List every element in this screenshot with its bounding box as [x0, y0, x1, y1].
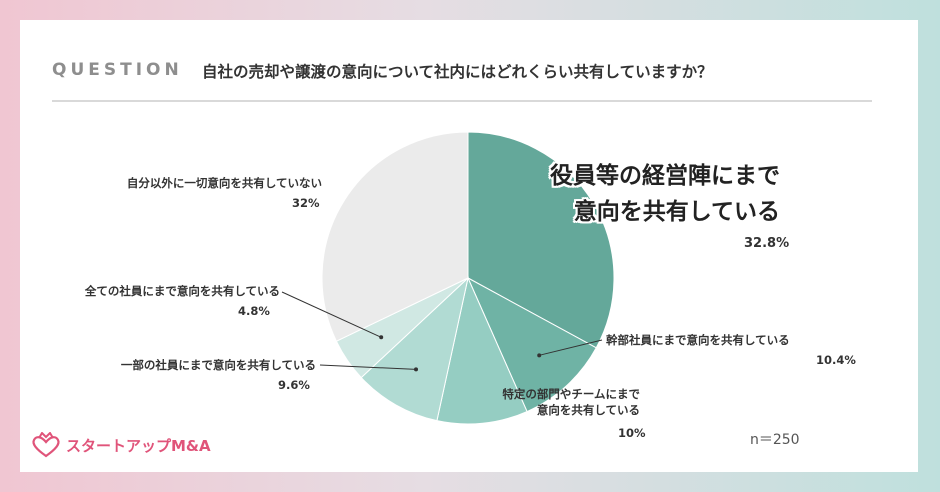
- pie-chart: [281, 131, 615, 425]
- sample-size: n＝250: [750, 432, 800, 448]
- pie-slice-departments: [436, 276, 528, 425]
- slice-value-no-one: 32%: [292, 196, 320, 210]
- slice-label-departments-line2: 意向を共有している: [536, 403, 640, 417]
- leader-line-managers: [539, 339, 603, 356]
- pie-slice-executives: [467, 131, 615, 349]
- header-divider: [52, 100, 872, 102]
- slice-label-some-employees: 一部の社員にまで意向を共有している: [120, 358, 316, 372]
- slice-label-no-one: 自分以外に一切意向を共有していない: [126, 176, 322, 190]
- leader-dot-managers: [537, 353, 542, 358]
- question-text: 自社の売却や譲渡の意向について社内にはどれくらい共有していますか？: [202, 63, 713, 81]
- slice-label-departments: 特定の部門やチームにまで 意向を共有している: [476, 386, 640, 418]
- brand-logo: スタートアップM&A: [30, 432, 211, 458]
- card: QUESTION 自社の売却や譲渡の意向について社内にはどれくらい共有しています…: [20, 20, 918, 472]
- brand-name: スタートアップM&A: [66, 436, 211, 455]
- slice-value-all-employees: 4.8%: [238, 304, 270, 318]
- slice-value-departments: 10%: [618, 426, 646, 440]
- heart-crown-icon: [32, 432, 60, 458]
- slice-label-executives: 役員等の経営陣にまで 意向を共有している: [550, 158, 780, 230]
- leader-dot-all-employees: [379, 335, 384, 340]
- slice-value-managers: 10.4%: [816, 353, 856, 367]
- slice-label-departments-line1: 特定の部門やチームにまで: [502, 387, 640, 401]
- question-label: QUESTION: [52, 60, 183, 80]
- pie-slice-some-employees: [360, 276, 469, 422]
- slice-label-all-employees: 全ての社員にまで意向を共有している: [84, 284, 280, 298]
- leader-line-some-employees: [319, 364, 417, 370]
- slice-value-executives: 32.8%: [744, 236, 790, 251]
- pie-slice-no-one: [321, 131, 469, 342]
- slice-label-managers: 幹部社員にまで意向を共有している: [606, 333, 790, 347]
- slice-label-executives-line2: 意向を共有している: [573, 199, 780, 225]
- leader-dot-some-employees: [414, 367, 419, 372]
- slice-label-executives-line1: 役員等の経営陣にまで: [550, 163, 780, 189]
- pie-slice-managers: [466, 276, 597, 413]
- slice-value-some-employees: 9.6%: [278, 378, 310, 392]
- leader-line-all-employees: [281, 291, 382, 338]
